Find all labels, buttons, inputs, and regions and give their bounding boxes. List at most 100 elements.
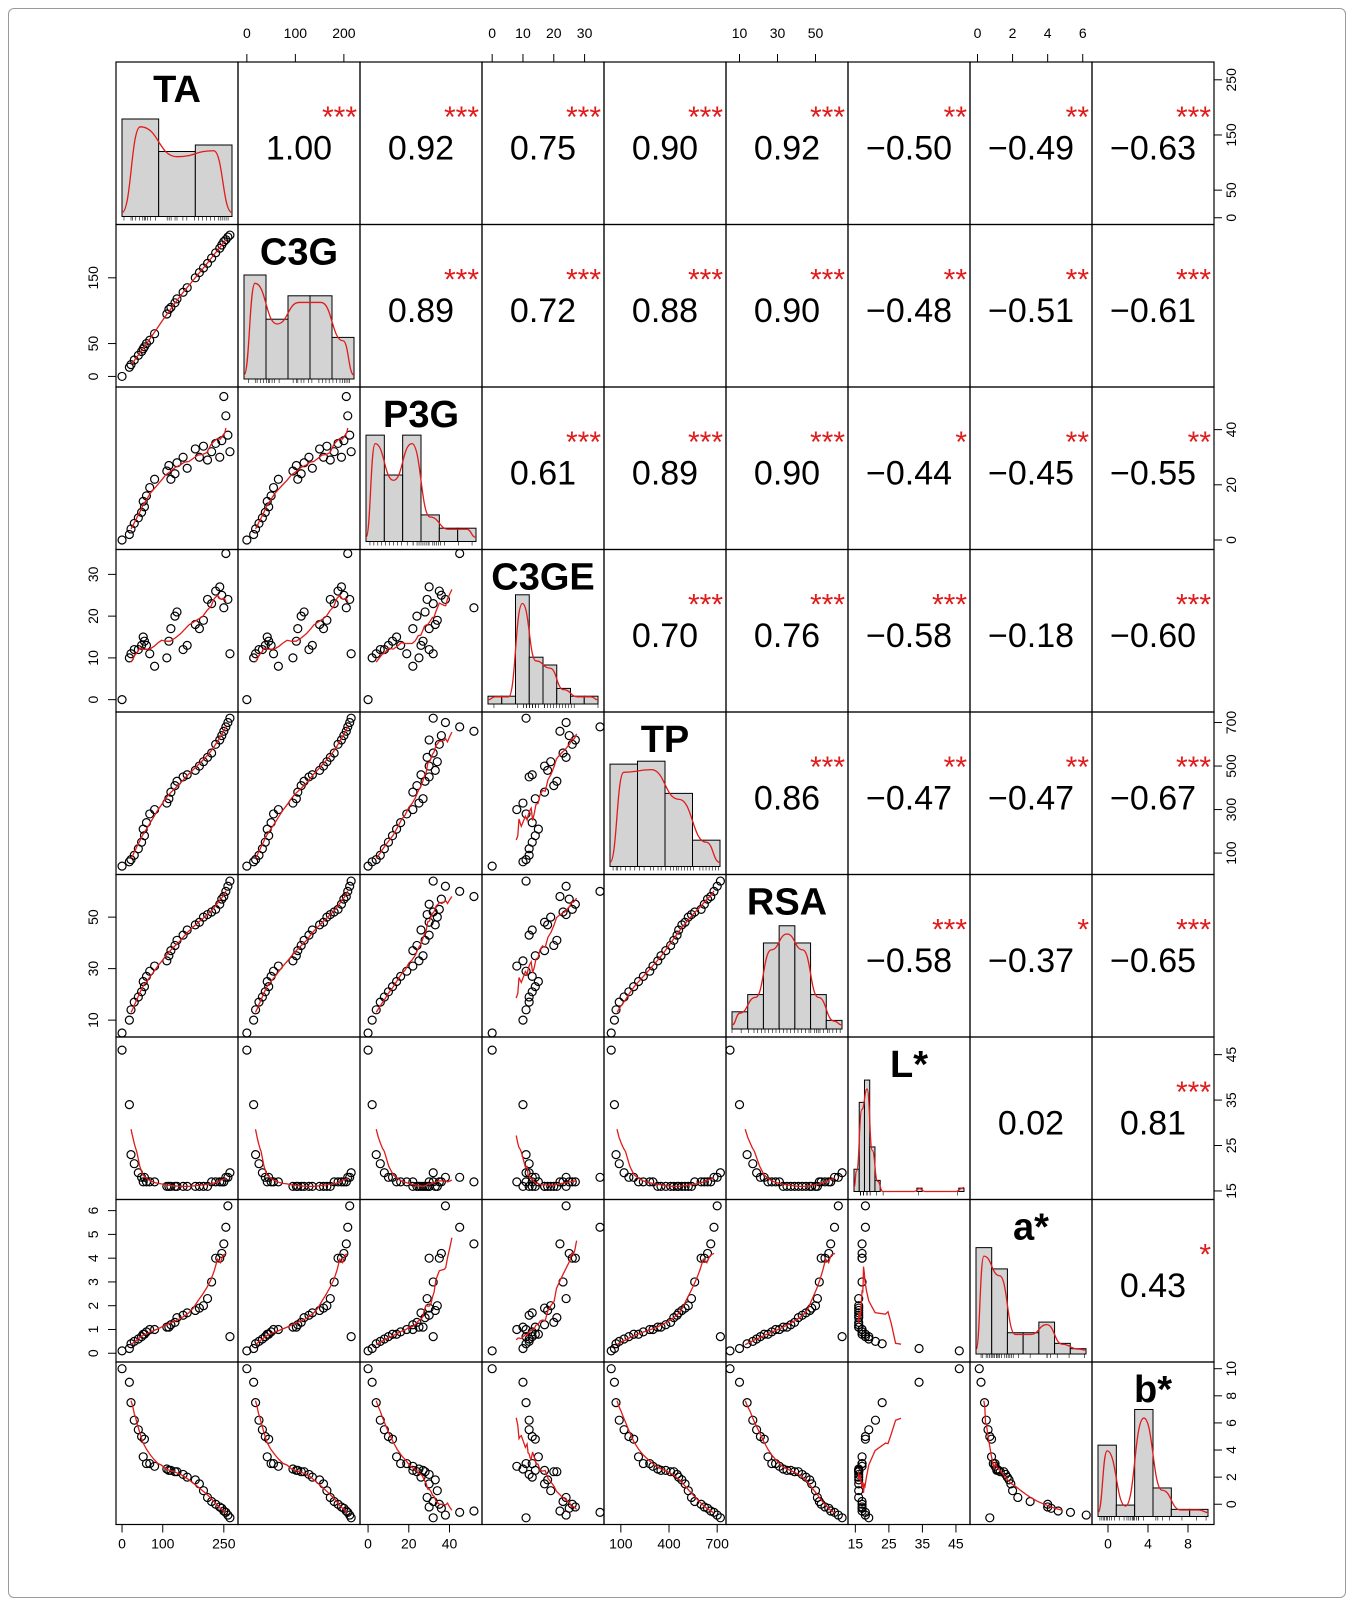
data-point (145, 809, 155, 819)
data-point (182, 640, 192, 650)
significance-stars: ** (1066, 101, 1090, 134)
data-point (363, 1028, 373, 1038)
histogram-bar (637, 760, 666, 868)
right-tick-label: 100 (1223, 841, 1239, 865)
data-point (533, 976, 543, 987)
correlation-value: 0.90 (632, 130, 698, 168)
top-tick-label: 50 (808, 25, 824, 41)
bottom-tick-label: 0 (118, 1536, 126, 1552)
data-point (624, 1431, 634, 1442)
data-point (595, 722, 605, 732)
data-point (543, 1181, 553, 1192)
data-point (424, 1310, 434, 1320)
smooth-line (744, 1252, 836, 1346)
right-tick-label: 45 (1223, 1047, 1239, 1063)
data-point (391, 632, 402, 642)
data-point (412, 940, 422, 951)
histogram-a-star: a* (975, 1207, 1087, 1358)
panel-border (969, 1361, 1093, 1526)
data-point (291, 794, 301, 804)
panel-border (481, 1361, 605, 1526)
data-point (690, 1277, 700, 1287)
significance-stars: ** (944, 101, 968, 134)
data-point (976, 1377, 986, 1387)
top-tick-label: 4 (1044, 25, 1052, 41)
data-point (518, 956, 528, 966)
data-point (396, 971, 406, 981)
data-point (250, 1397, 261, 1408)
data-point (436, 1248, 446, 1259)
data-point (198, 1486, 209, 1496)
data-point (648, 1177, 658, 1187)
data-point (837, 1332, 847, 1342)
correlation-value: −0.48 (866, 292, 952, 330)
top-tick-label: 0 (974, 25, 982, 41)
data-point (434, 586, 444, 596)
data-point (619, 1168, 629, 1178)
data-point (518, 1322, 528, 1332)
data-point (254, 1159, 264, 1169)
data-point (539, 787, 550, 797)
data-point (117, 1045, 127, 1055)
data-point (645, 966, 655, 976)
data-point (219, 391, 229, 402)
significance-stars: *** (444, 101, 479, 134)
histogram-bar (1134, 1408, 1154, 1517)
data-point (424, 899, 434, 909)
data-point (345, 881, 355, 891)
right-tick-label: 150 (1223, 123, 1239, 147)
histogram-bar (664, 792, 693, 867)
data-point (606, 1364, 616, 1374)
significance-stars: *** (688, 101, 723, 134)
data-point (124, 857, 134, 867)
data-point (552, 1181, 562, 1192)
bottom-tick-label: 8 (1184, 1536, 1192, 1552)
data-point (422, 594, 432, 605)
data-point (424, 930, 434, 940)
data-point (264, 1434, 274, 1444)
data-point (225, 447, 235, 457)
data-point (854, 1301, 864, 1311)
data-point (561, 717, 571, 728)
data-point (974, 1364, 984, 1374)
data-point (837, 1168, 847, 1178)
scatter-panel (242, 1201, 356, 1356)
data-point (829, 1222, 840, 1232)
data-point (145, 482, 155, 493)
data-point (524, 1469, 534, 1480)
data-point (273, 661, 283, 671)
smooth-line (254, 1129, 349, 1188)
data-point (543, 920, 553, 930)
data-point (690, 1177, 700, 1187)
density-curve (121, 126, 233, 214)
data-point (521, 1005, 531, 1015)
data-point (524, 1181, 534, 1192)
bottom-tick-label: 100 (609, 1536, 633, 1552)
data-point (341, 391, 351, 402)
significance-stars: *** (810, 751, 845, 784)
histogram-bar (1152, 1487, 1172, 1517)
data-point (223, 881, 233, 891)
data-point (854, 1293, 864, 1304)
data-point (422, 1293, 432, 1304)
left-tick-label: 4 (85, 1254, 101, 1262)
data-point (683, 1181, 693, 1192)
data-point (172, 294, 182, 304)
data-point (375, 644, 385, 655)
smooth-line (375, 589, 453, 663)
significance-stars: *** (566, 264, 601, 297)
data-point (414, 956, 424, 966)
data-point (424, 582, 434, 592)
data-point (469, 603, 479, 613)
data-point (166, 1465, 176, 1475)
scatter-panel (487, 876, 605, 1038)
smooth-line (515, 1135, 577, 1187)
data-point (487, 1045, 497, 1055)
scatter-panel (242, 1364, 356, 1523)
data-point (430, 619, 440, 630)
data-point (268, 1458, 279, 1469)
data-point (432, 912, 442, 922)
correlation-value: 0.86 (754, 780, 820, 818)
data-point (418, 951, 428, 961)
data-point (552, 935, 562, 945)
